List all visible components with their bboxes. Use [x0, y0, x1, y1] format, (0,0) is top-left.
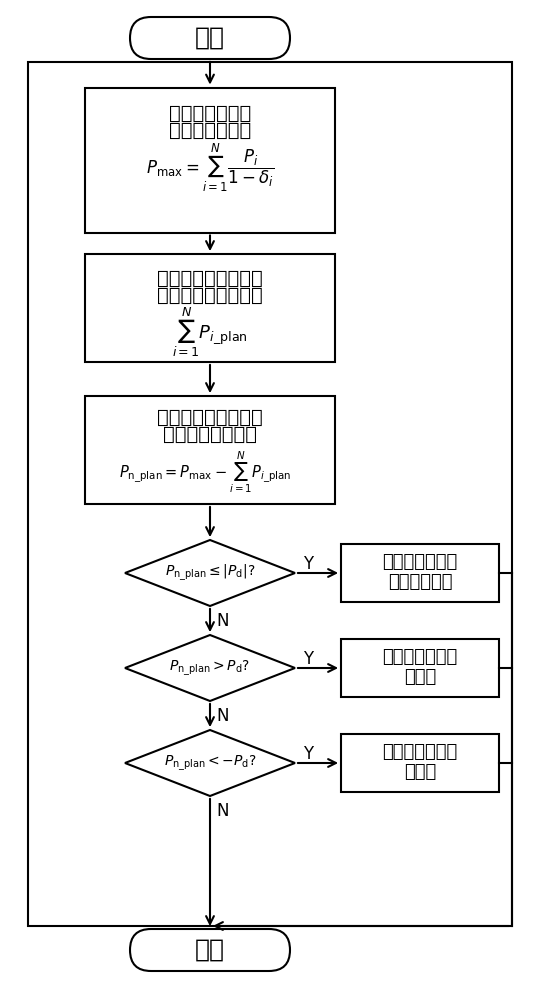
Text: 力计划: 力计划 — [404, 763, 436, 781]
Text: $P_{\rm n\_plan}>P_{\rm d}$?: $P_{\rm n\_plan}>P_{\rm d}$? — [169, 658, 251, 678]
Text: Y: Y — [303, 650, 313, 668]
Text: 计算需要调整的光伏: 计算需要调整的光伏 — [157, 408, 263, 426]
Text: $P_{\rm n\_plan}<-P_{\rm d}$?: $P_{\rm n\_plan}<-P_{\rm d}$? — [164, 753, 256, 773]
Text: 力计划: 力计划 — [404, 668, 436, 686]
Text: 电站出力计划: 电站出力计划 — [388, 573, 452, 591]
Text: 计算所有光伏电站期: 计算所有光伏电站期 — [157, 268, 263, 288]
FancyBboxPatch shape — [130, 17, 290, 59]
Text: N: N — [216, 802, 228, 820]
Text: 减少光伏电站出: 减少光伏电站出 — [382, 743, 458, 761]
Text: $P_{\rm n\_plan}\leq|P_{\rm d}|$?: $P_{\rm n\_plan}\leq|P_{\rm d}|$? — [165, 563, 255, 583]
Text: Y: Y — [303, 555, 313, 573]
Bar — [85, 88, 335, 232]
Text: 计算电网允许最: 计算电网允许最 — [169, 104, 251, 122]
Polygon shape — [125, 635, 295, 701]
Text: 大光伏发电出力: 大光伏发电出力 — [169, 120, 251, 139]
Text: 望出力与计划值之和: 望出力与计划值之和 — [157, 286, 263, 304]
Bar — [85, 396, 335, 504]
Bar — [341, 639, 499, 697]
Polygon shape — [125, 540, 295, 606]
Text: $P_{\rm n\_plan}=P_{\rm max}-\sum_{i=1}^{N}P_{i\_\rm plan}$: $P_{\rm n\_plan}=P_{\rm max}-\sum_{i=1}^… — [119, 449, 291, 495]
Bar — [341, 734, 499, 792]
Text: $P_{\rm max}=\sum_{i=1}^{N}\dfrac{P_i}{1-\delta_i}$: $P_{\rm max}=\sum_{i=1}^{N}\dfrac{P_i}{1… — [146, 142, 274, 194]
Text: 结束: 结束 — [195, 938, 225, 962]
Text: 开始: 开始 — [195, 26, 225, 50]
Polygon shape — [125, 730, 295, 796]
Bar — [85, 254, 335, 362]
Text: 增加光伏电站出: 增加光伏电站出 — [382, 648, 458, 666]
FancyBboxPatch shape — [130, 929, 290, 971]
Text: 发电计划出力总量: 发电计划出力总量 — [163, 424, 257, 444]
Text: N: N — [216, 612, 228, 630]
Bar — [28, 62, 512, 926]
Bar — [341, 544, 499, 602]
Text: N: N — [216, 707, 228, 725]
Text: $\sum_{i=1}^{N}P_{i\_\rm plan}$: $\sum_{i=1}^{N}P_{i\_\rm plan}$ — [172, 305, 248, 359]
Text: Y: Y — [303, 745, 313, 763]
Text: 不需要调整光伏: 不需要调整光伏 — [382, 553, 458, 571]
